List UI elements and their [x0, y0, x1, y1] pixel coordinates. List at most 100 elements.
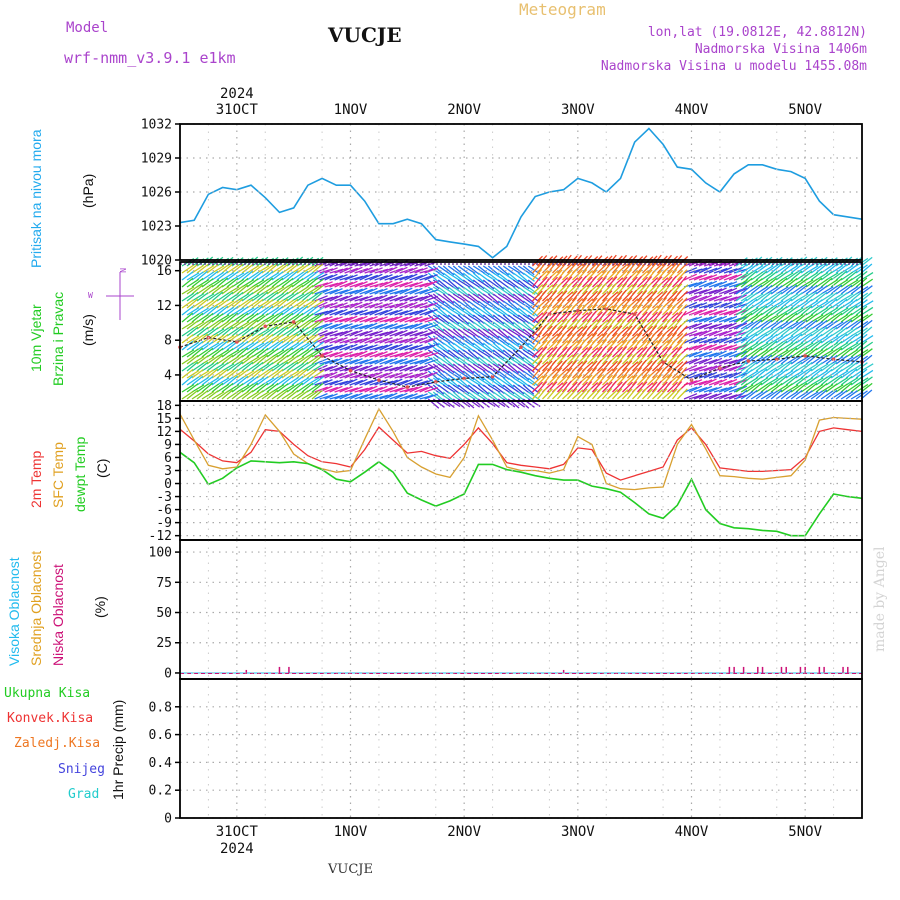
wind-barb — [815, 306, 829, 316]
wind-barb — [657, 353, 668, 365]
wind-barb — [447, 265, 461, 275]
wind-barb — [662, 389, 674, 400]
wind-barb — [740, 264, 754, 274]
wind-barb — [201, 271, 214, 281]
wind-barb — [586, 367, 598, 379]
wind-barb — [671, 346, 683, 358]
wind-barb — [845, 333, 858, 344]
y-tick-label: 75 — [156, 576, 172, 591]
wind-barb — [740, 321, 754, 330]
wind-barb — [261, 264, 274, 274]
wind-barb — [676, 338, 687, 351]
wind-barb — [698, 329, 712, 337]
wind-barb — [354, 378, 368, 386]
wind-barb — [467, 391, 480, 402]
wind-barb — [830, 299, 844, 309]
wind-barb — [688, 350, 703, 358]
wind-barb — [790, 279, 804, 288]
wind-barb — [384, 281, 399, 288]
wind-barb — [531, 297, 543, 309]
wind-barb — [636, 318, 648, 330]
wind-barb — [271, 390, 284, 400]
wind-barb — [517, 314, 530, 325]
wind-barb — [271, 349, 285, 358]
wind-barb — [324, 380, 339, 386]
wind-barb — [840, 334, 854, 344]
wind-barb — [324, 330, 338, 337]
wind-barb — [349, 329, 363, 337]
wind-barb — [409, 296, 424, 302]
wind-barb — [497, 307, 510, 318]
wind-barb — [231, 376, 244, 386]
wind-barb — [311, 363, 325, 372]
wind-barb — [191, 362, 204, 372]
y-tick-label: 1026 — [141, 186, 172, 201]
wind-barb — [374, 322, 388, 330]
wind-barb — [795, 341, 808, 351]
wind-barb — [236, 347, 249, 358]
wind-barb — [581, 283, 593, 295]
wind-barb — [661, 380, 672, 393]
wind-barb — [780, 291, 793, 302]
y-tick-label: 100 — [149, 546, 172, 561]
wind-barb — [810, 286, 824, 295]
wind-barb — [860, 369, 874, 379]
wind-barb — [790, 292, 803, 302]
wind-barb — [404, 282, 419, 288]
wind-barb — [780, 307, 794, 316]
wind-barb — [586, 338, 597, 351]
wind-barb — [775, 321, 789, 330]
wind-barb — [713, 287, 727, 295]
wind-barb — [507, 377, 520, 387]
wind-barb — [688, 287, 703, 295]
wind-barb — [394, 275, 409, 281]
wind-barb — [542, 360, 553, 372]
wind-barb — [432, 363, 445, 374]
wind-barb — [637, 276, 648, 288]
wind-barb — [646, 359, 657, 372]
wind-barb — [683, 330, 698, 337]
wind-barb — [527, 307, 540, 318]
wind-barb — [641, 304, 653, 316]
wind-barb — [775, 305, 788, 316]
wind-barb — [616, 289, 627, 302]
wind-barb — [339, 294, 353, 302]
wind-barb — [276, 278, 290, 288]
wind-barb — [354, 302, 369, 309]
wind-barb — [359, 345, 374, 351]
wind-barb — [424, 343, 438, 351]
wind-barb — [728, 336, 743, 344]
wind-barb — [354, 296, 369, 302]
wind-barb — [517, 377, 530, 388]
wind-barb — [344, 337, 358, 344]
wind-barb — [795, 271, 809, 281]
wind-barb — [765, 305, 778, 316]
wind-barb — [611, 388, 623, 400]
wind-barb — [683, 267, 698, 274]
wind-barb — [211, 306, 224, 316]
wind-barb — [389, 387, 404, 393]
wind-barb — [601, 359, 612, 372]
wind-barb — [617, 367, 628, 379]
wind-barb — [271, 277, 284, 288]
wind-barb — [652, 332, 663, 344]
wind-barb — [591, 353, 603, 365]
wind-barb — [487, 321, 501, 330]
wind-barb — [750, 278, 763, 288]
wind-barb — [642, 332, 653, 344]
wind-barb — [211, 376, 224, 386]
wind-barb — [636, 359, 647, 372]
wind-barb — [291, 278, 304, 288]
wind-barb — [810, 362, 823, 372]
wind-barb — [713, 387, 728, 393]
wind-barb — [457, 363, 471, 373]
wind-barb — [246, 284, 259, 295]
wind-barb — [482, 265, 496, 275]
wind-barb — [502, 293, 515, 304]
wind-barb — [745, 270, 758, 281]
wind-barb — [276, 354, 289, 365]
wind-barb — [815, 335, 829, 344]
wind-barb — [637, 346, 648, 358]
wind-barb — [414, 351, 429, 358]
wind-barb — [246, 369, 259, 379]
